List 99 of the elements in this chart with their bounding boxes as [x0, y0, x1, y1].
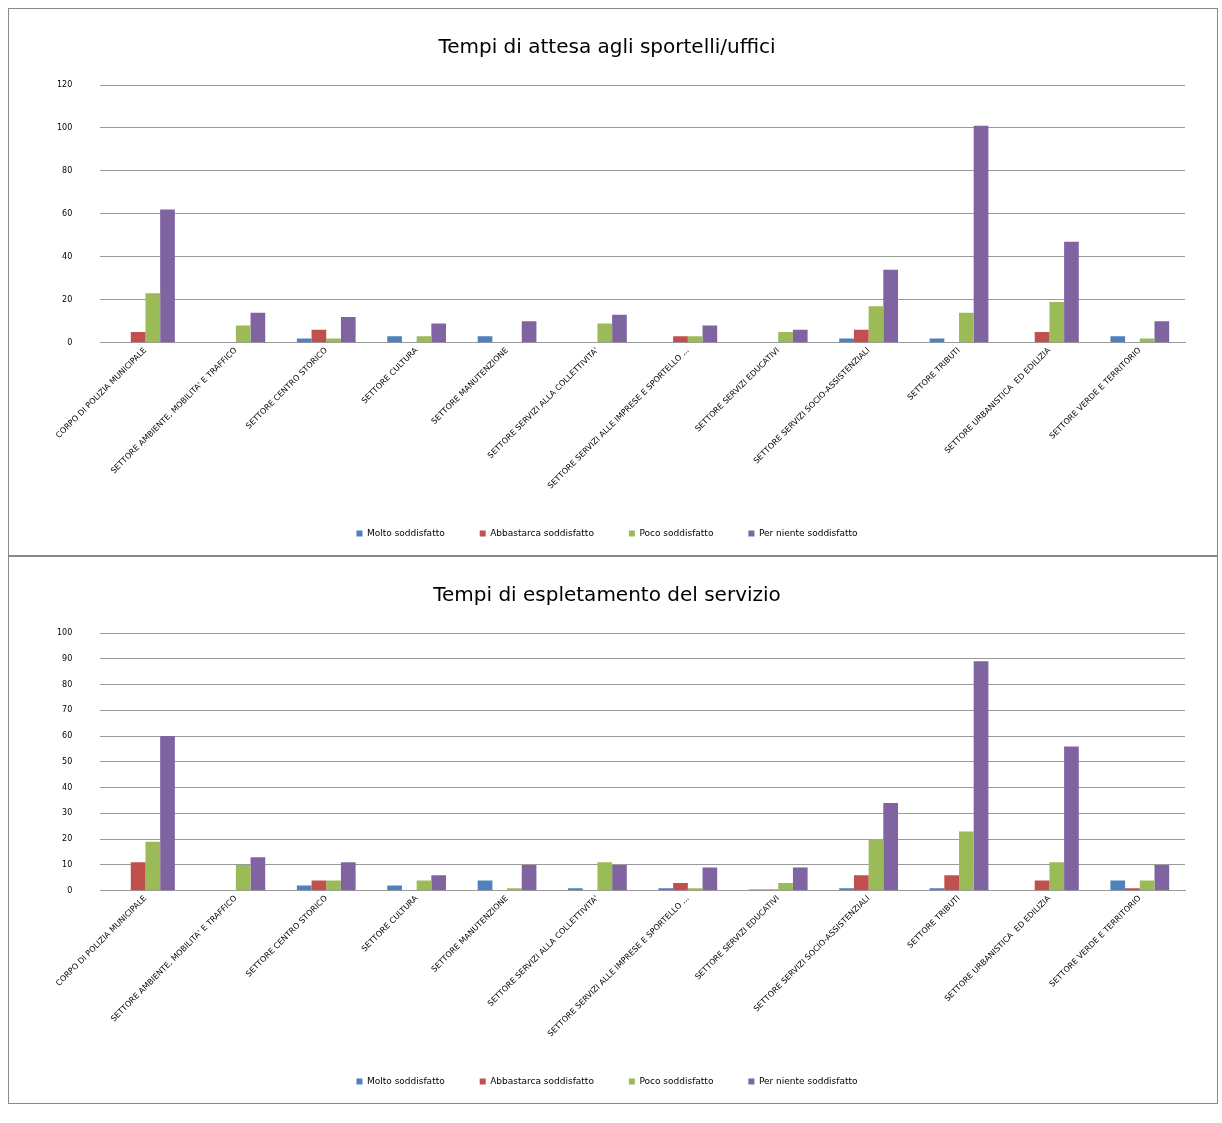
bar	[868, 839, 884, 891]
bar	[326, 338, 341, 343]
bar	[235, 864, 251, 891]
bar	[145, 293, 161, 343]
bar	[944, 875, 960, 891]
y-tick-label: 80	[62, 165, 73, 175]
bar	[1034, 880, 1050, 891]
bar	[431, 875, 447, 891]
bar	[853, 329, 869, 343]
legend-label: Abbastarca soddisfatto	[490, 1075, 595, 1086]
bar	[973, 661, 989, 891]
y-tick-label: 20	[62, 294, 73, 304]
bar	[1154, 321, 1170, 343]
bar	[296, 338, 312, 343]
bar	[130, 331, 146, 343]
bar	[160, 736, 175, 891]
bar	[477, 336, 493, 343]
bar	[311, 880, 327, 891]
bar	[687, 336, 703, 343]
legend-label: Abbastarca soddisfatto	[490, 527, 595, 538]
bar	[778, 882, 793, 891]
bar	[883, 269, 898, 343]
bar	[1064, 241, 1079, 343]
bar	[792, 329, 808, 343]
bar	[250, 857, 266, 891]
legend-label: Molto soddisfatto	[366, 1075, 446, 1086]
y-tick-label: 30	[62, 808, 73, 818]
bar	[612, 314, 627, 343]
bar	[959, 312, 974, 343]
bar	[568, 888, 583, 891]
bar	[597, 323, 613, 343]
bar	[597, 862, 613, 891]
bar	[1154, 864, 1170, 891]
bar	[1139, 880, 1155, 891]
legend-label: Poco soddisfatto	[639, 1075, 714, 1086]
bar	[431, 323, 447, 343]
bar	[477, 880, 493, 891]
legend-label: Per niente soddisfatto	[758, 527, 859, 538]
y-tick-label: 100	[56, 628, 73, 638]
bar	[507, 888, 522, 891]
y-tick-label: 10	[62, 860, 73, 870]
bar	[160, 209, 175, 343]
legend-label: Poco soddisfatto	[639, 527, 714, 538]
y-tick-label: 40	[62, 782, 73, 792]
bar	[673, 336, 688, 343]
y-tick-label: 120	[56, 80, 73, 90]
y-tick-label: 60	[62, 731, 73, 741]
chart-title: Tempi di espletamento del servizio	[432, 582, 781, 607]
y-tick-label: 50	[62, 756, 73, 766]
bar	[250, 312, 266, 343]
bar	[387, 336, 402, 343]
legend-label: Per niente soddisfatto	[758, 1075, 859, 1086]
bar	[1049, 301, 1065, 343]
bar	[929, 338, 945, 343]
y-tick-label: 20	[62, 834, 73, 844]
bar	[521, 864, 537, 891]
bar	[145, 841, 161, 891]
bar	[130, 862, 146, 891]
bar	[1139, 338, 1155, 343]
y-tick-label: 70	[62, 705, 73, 715]
bar	[853, 875, 869, 891]
bar	[658, 888, 674, 891]
y-tick-label: 90	[62, 653, 73, 663]
bar	[673, 882, 688, 891]
bar	[1034, 331, 1050, 343]
bar	[973, 125, 989, 343]
chart-title: Tempi di attesa agli sportelli/uffici	[437, 34, 776, 59]
bar	[1049, 862, 1065, 891]
bar	[702, 867, 718, 891]
legend-label: Molto soddisfatto	[366, 527, 446, 538]
bar	[1064, 746, 1079, 891]
y-tick-label: 40	[62, 251, 73, 261]
bar	[839, 338, 854, 343]
bar	[416, 336, 432, 343]
bar	[340, 862, 356, 891]
bar	[416, 880, 432, 891]
bar	[778, 331, 793, 343]
y-tick-label: 80	[62, 679, 73, 689]
bar	[839, 888, 854, 891]
y-tick-label: 0	[67, 337, 73, 347]
bar	[687, 888, 703, 891]
bar	[311, 329, 327, 343]
bar	[1125, 888, 1140, 891]
bar	[326, 880, 341, 891]
bar	[959, 831, 974, 891]
bar	[1110, 880, 1126, 891]
y-tick-label: 100	[56, 123, 73, 133]
bar	[702, 325, 718, 343]
bar	[868, 306, 884, 343]
bar	[612, 864, 627, 891]
bar	[929, 888, 945, 891]
bar	[340, 316, 356, 343]
y-tick-label: 0	[67, 885, 73, 895]
bar	[883, 803, 898, 891]
bar	[235, 325, 251, 343]
bar	[521, 321, 537, 343]
y-tick-label: 60	[62, 208, 73, 218]
bar	[792, 867, 808, 891]
bar	[1110, 336, 1126, 343]
